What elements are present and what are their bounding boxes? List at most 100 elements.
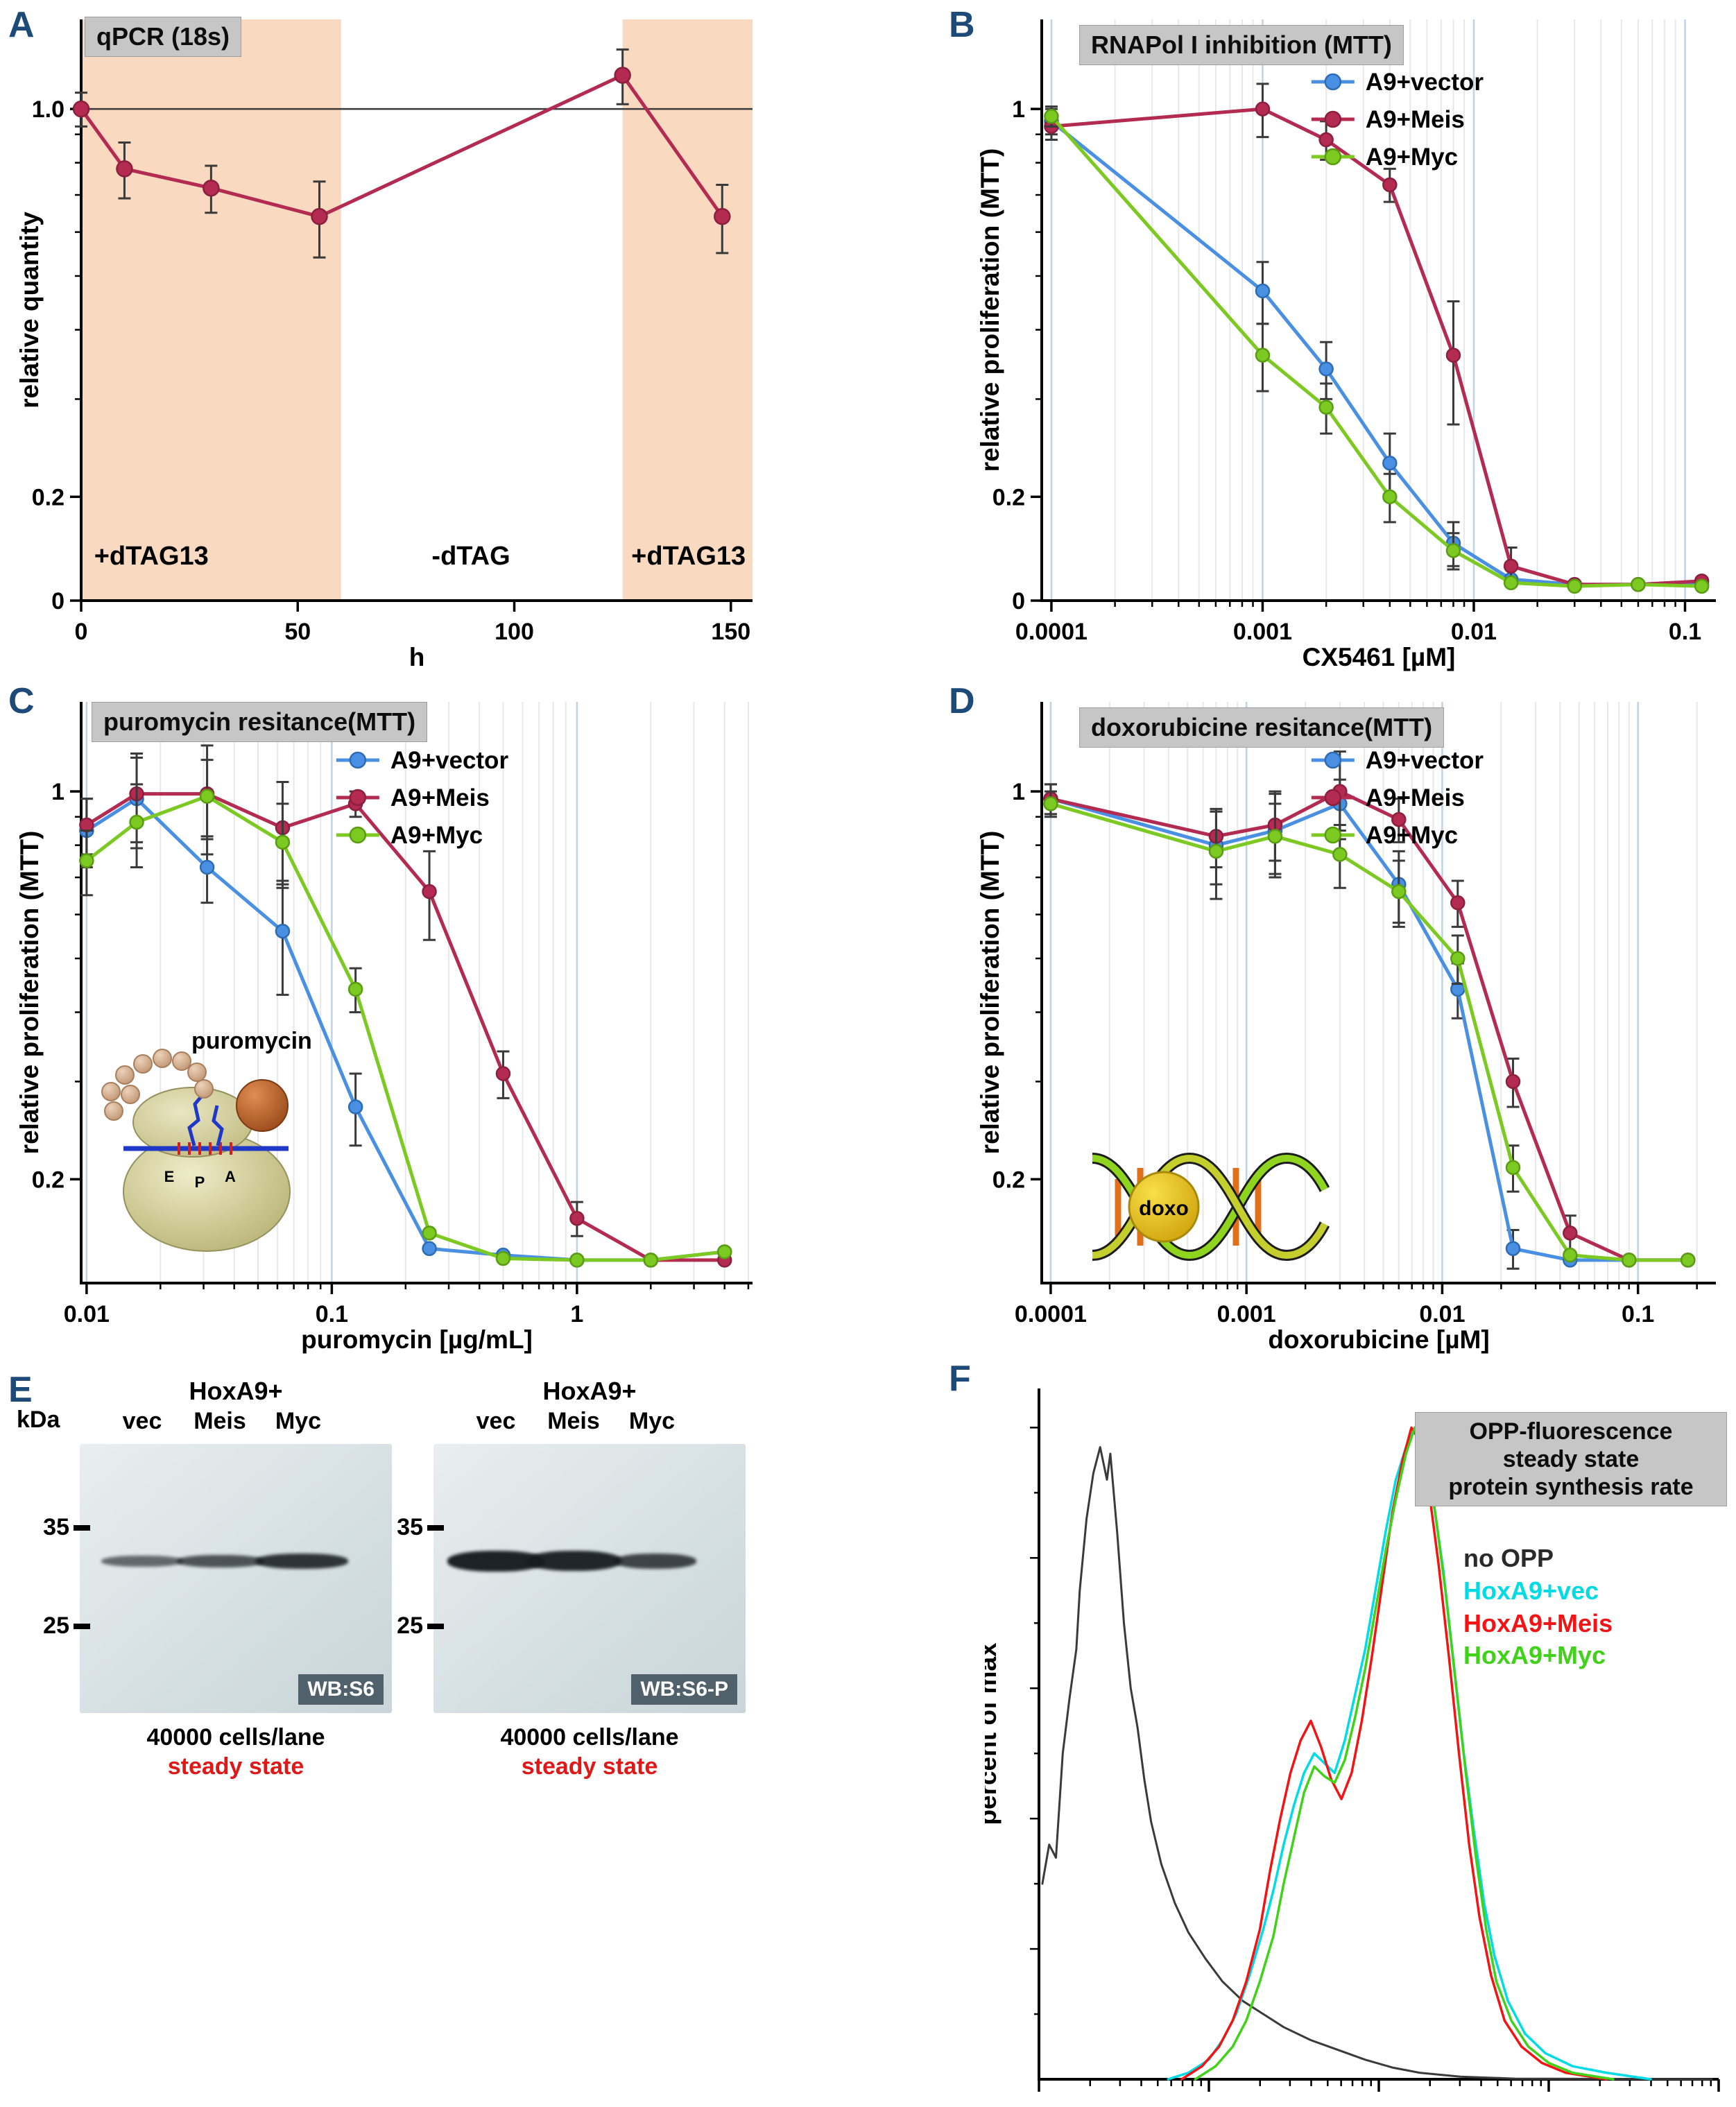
- blot1-caption-steady-state: steady state: [167, 1753, 304, 1780]
- blot1-caption-cells: 40000 cells/lane: [146, 1724, 325, 1751]
- panel-b-title: RNAPol I inhibition (MTT): [1079, 25, 1404, 65]
- blot1-marker-35: 35: [43, 1514, 69, 1540]
- svg-text:0.001: 0.001: [1217, 1301, 1276, 1327]
- panel-f-letter: F: [949, 1359, 971, 1399]
- svg-text:A9+Myc: A9+Myc: [390, 822, 483, 849]
- svg-text:50: 50: [284, 619, 311, 645]
- puromycin-mtt-chart: 0.01 0.1 1 0.2 1 A9+vector A9+Meis A9+Myc puromy…: [17, 692, 766, 1358]
- qpcr-chart: +dTAG13 -dTAG +dTAG13 0 50 100 150 0 0.2 1.0 h rela…: [17, 10, 766, 676]
- codon-ticks: [178, 1142, 232, 1155]
- blot2-lane-meis: Meis: [547, 1408, 600, 1434]
- svg-text:0: 0: [51, 588, 65, 614]
- site-a-label: A: [225, 1168, 236, 1185]
- svg-text:CX5461 [µM]: CX5461 [µM]: [1303, 643, 1456, 671]
- flow-legend: no OPP HoxA9+vec HoxA9+Meis HoxA9+Myc: [1463, 1542, 1613, 1672]
- dna-doxorubicin-illustration: doxo: [1082, 1137, 1332, 1276]
- svg-text:relative quantity: relative quantity: [17, 212, 44, 409]
- blot2-caption-cells: 40000 cells/lane: [500, 1724, 679, 1751]
- western-blot-s6-p: WB:S6-P: [433, 1444, 746, 1713]
- panel-f-title: OPP-fluorescence steady state protein sy…: [1415, 1412, 1727, 1507]
- svg-text:0.0001: 0.0001: [1015, 619, 1088, 645]
- panel-d-title: doxorubicine resitance(MTT): [1079, 707, 1445, 748]
- blot2-lane-vec: vec: [476, 1408, 516, 1434]
- svg-text:0.01: 0.01: [1419, 1301, 1465, 1327]
- nascent-peptide-beads: [101, 1049, 214, 1121]
- svg-text:relative proliferation (MTT): relative proliferation (MTT): [17, 831, 44, 1155]
- legend-hoxa9-meis: HoxA9+Meis: [1463, 1608, 1613, 1637]
- cx5461-mtt-chart: 0.0001 0.001 0.01 0.1 0 0.2 1 A9+vector A9+Meis A…: [970, 10, 1727, 676]
- protein-band: [101, 1555, 183, 1567]
- svg-text:A9+Meis: A9+Meis: [1366, 784, 1465, 811]
- panel-c-letter: C: [8, 681, 35, 721]
- svg-text:0.1: 0.1: [1622, 1301, 1654, 1327]
- blot1-marker-25: 25: [43, 1613, 69, 1639]
- blot2-marker-35-dash: [427, 1525, 444, 1531]
- kda-label: kDa: [17, 1407, 60, 1433]
- svg-text:100: 100: [495, 619, 534, 645]
- svg-text:0.2: 0.2: [32, 484, 65, 510]
- svg-text:A9+Myc: A9+Myc: [1366, 822, 1458, 849]
- panel-f-title-line3: protein synthesis rate: [1448, 1474, 1694, 1501]
- svg-text:1: 1: [51, 779, 65, 805]
- panel-c-title: puromycin resitance(MTT): [92, 702, 428, 742]
- protein-band: [176, 1554, 264, 1567]
- svg-text:A9+Meis: A9+Meis: [1366, 106, 1465, 133]
- blot2-marker-25: 25: [397, 1613, 423, 1639]
- blot2-marker-35: 35: [397, 1514, 423, 1540]
- svg-text:A9+vector: A9+vector: [1366, 747, 1484, 774]
- blot2-caption-steady-state: steady state: [521, 1753, 658, 1780]
- svg-text:0.2: 0.2: [992, 1167, 1025, 1193]
- protein-band: [255, 1553, 348, 1569]
- blot2-lane-myc: Myc: [628, 1408, 676, 1434]
- panel-d-letter: D: [949, 681, 975, 721]
- panel-a-title: qPCR (18s): [85, 17, 242, 57]
- svg-text:0.0001: 0.0001: [1015, 1301, 1087, 1327]
- svg-text:A9+vector: A9+vector: [390, 747, 509, 774]
- region-label: -dTAG: [431, 542, 510, 571]
- svg-text:doxorubicine [µM]: doxorubicine [µM]: [1268, 1325, 1489, 1354]
- panel-e-letter: E: [8, 1370, 33, 1410]
- svg-text:0.01: 0.01: [1451, 619, 1497, 645]
- svg-text:h: h: [409, 643, 425, 671]
- region-label: +dTAG13: [631, 542, 746, 571]
- blot1-lane-meis: Meis: [194, 1408, 246, 1434]
- ribosome-illustration: E P A puromycin: [90, 1025, 326, 1254]
- western-blot-s6: WB:S6: [80, 1444, 392, 1713]
- trna-squiggles: [187, 1094, 224, 1146]
- blot1-marker-25-dash: [74, 1624, 90, 1629]
- legend-no-opp: no OPP: [1463, 1544, 1554, 1572]
- legend-hoxa9-vec: HoxA9+vec: [1463, 1576, 1599, 1605]
- svg-text:1: 1: [1012, 779, 1025, 805]
- svg-text:puromycin [µg/mL]: puromycin [µg/mL]: [301, 1325, 533, 1354]
- svg-text:relative proliferation (MTT): relative proliferation (MTT): [976, 148, 1004, 472]
- blot1-header: HoxA9+: [189, 1377, 283, 1405]
- svg-text:1: 1: [1012, 96, 1025, 123]
- svg-text:percent of max: percent of max: [985, 1642, 1002, 1825]
- puromycin-inset-label: puromycin: [191, 1028, 312, 1054]
- svg-text:A9+Meis: A9+Meis: [390, 784, 490, 811]
- blot2-marker-25-dash: [427, 1624, 444, 1629]
- site-e-label: E: [164, 1168, 175, 1185]
- svg-text:A9+vector: A9+vector: [1366, 69, 1484, 96]
- blot2-header: HoxA9+: [542, 1377, 637, 1405]
- svg-text:0.1: 0.1: [316, 1301, 348, 1327]
- panel-a-letter: A: [8, 5, 35, 45]
- svg-text:relative proliferation (MTT): relative proliferation (MTT): [976, 831, 1004, 1155]
- blot1-lane-vec: vec: [122, 1408, 162, 1434]
- legend-hoxa9-myc: HoxA9+Myc: [1463, 1641, 1606, 1670]
- svg-text:0.001: 0.001: [1233, 619, 1292, 645]
- wb-s6p-tag: WB:S6-P: [631, 1674, 737, 1705]
- doxo-molecule: [1128, 1171, 1200, 1243]
- svg-text:0.2: 0.2: [32, 1167, 65, 1193]
- puromycin-molecule: [236, 1079, 289, 1132]
- panel-b-letter: B: [949, 5, 975, 45]
- svg-text:150: 150: [711, 619, 750, 645]
- blot1-marker-35-dash: [74, 1525, 90, 1531]
- svg-text:0: 0: [75, 619, 88, 645]
- svg-text:0.1: 0.1: [1669, 619, 1701, 645]
- svg-text:1.0: 1.0: [32, 96, 65, 123]
- svg-text:1: 1: [570, 1301, 583, 1327]
- site-p-label: P: [195, 1173, 205, 1191]
- panel-f-title-line1: OPP-fluorescence: [1469, 1418, 1673, 1445]
- doxo-inset-label: doxo: [1139, 1197, 1189, 1220]
